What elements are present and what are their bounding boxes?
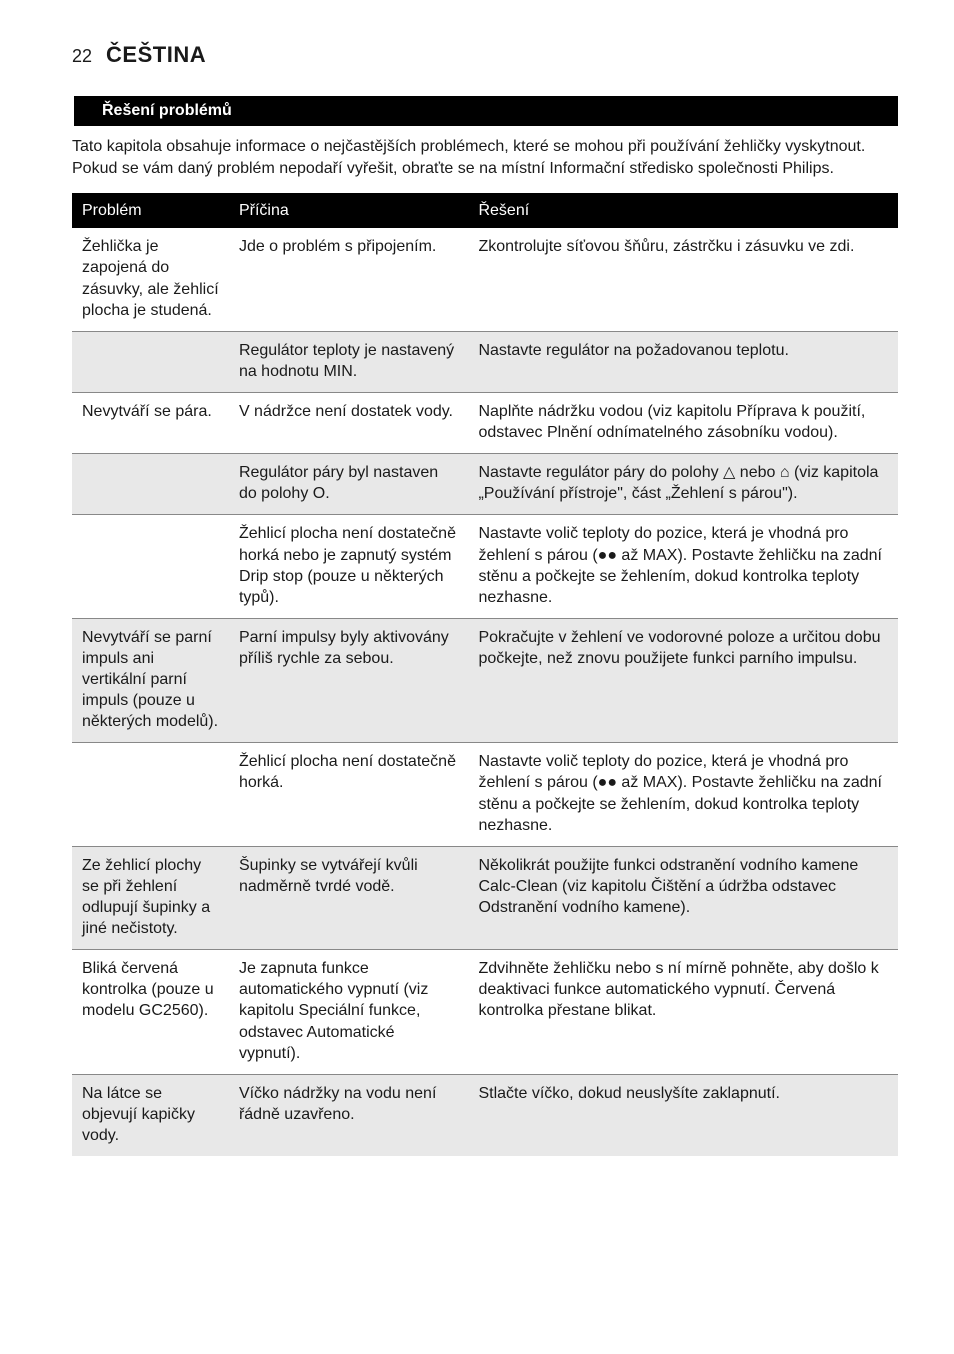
col-header-solution: Řešení (468, 193, 898, 228)
cell-cause: Regulátor teploty je nastavený na hodnot… (229, 331, 469, 392)
cell-cause: Víčko nádržky na vodu není řádně uzavřen… (229, 1074, 469, 1156)
table-row: Žehlicí plocha není dostatečně horká neb… (72, 515, 898, 618)
cell-solution: Stlačte víčko, dokud neuslyšíte zaklapnu… (468, 1074, 898, 1156)
cell-solution: Naplňte nádržku vodou (viz kapitolu Příp… (468, 392, 898, 453)
table-row: Nevytváří se parní impuls ani vertikální… (72, 618, 898, 743)
table-row: Regulátor teploty je nastavený na hodnot… (72, 331, 898, 392)
table-row: Na látce se objevují kapičky vody.Víčko … (72, 1074, 898, 1156)
cell-solution: Pokračujte v žehlení ve vodorovné poloze… (468, 618, 898, 743)
cell-cause: Je zapnuta funkce automatického vypnutí … (229, 950, 469, 1075)
table-body: Žehlička je zapojená do zásuvky, ale žeh… (72, 228, 898, 1156)
cell-solution: Zkontrolujte síťovou šňůru, zástrčku i z… (468, 228, 898, 331)
table-row: Regulátor páry byl nastaven do polohy O.… (72, 454, 898, 515)
cell-cause: Regulátor páry byl nastaven do polohy O. (229, 454, 469, 515)
table-row: Ze žehlicí plochy se při žehlení odlupuj… (72, 846, 898, 949)
cell-problem: Na látce se objevují kapičky vody. (72, 1074, 229, 1156)
table-row: Bliká červená kontrolka (pouze u modelu … (72, 950, 898, 1075)
cell-cause: Jde o problém s připojením. (229, 228, 469, 331)
cell-problem (72, 743, 229, 846)
cell-cause: Šupinky se vytvářejí kvůli nadměrně tvrd… (229, 846, 469, 949)
cell-problem: Žehlička je zapojená do zásuvky, ale žeh… (72, 228, 229, 331)
cell-problem (72, 331, 229, 392)
cell-problem (72, 515, 229, 618)
cell-cause: Žehlicí plocha není dostatečně horká neb… (229, 515, 469, 618)
cell-cause: Parní impulsy byly aktivovány příliš ryc… (229, 618, 469, 743)
cell-solution: Nastavte volič teploty do pozice, která … (468, 743, 898, 846)
cell-problem: Nevytváří se parní impuls ani vertikální… (72, 618, 229, 743)
table-header-row: Problém Příčina Řešení (72, 193, 898, 228)
intro-paragraph: Tato kapitola obsahuje informace o nejča… (72, 136, 898, 179)
language-title: ČEŠTINA (106, 42, 206, 68)
cell-solution: Nastavte regulátor páry do polohy △ nebo… (468, 454, 898, 515)
page-header: 22 ČEŠTINA (72, 42, 898, 68)
page-number: 22 (72, 46, 92, 67)
table-row: Nevytváří se pára.V nádržce není dostate… (72, 392, 898, 453)
cell-solution: Nastavte volič teploty do pozice, která … (468, 515, 898, 618)
cell-solution: Několikrát použijte funkci odstranění vo… (468, 846, 898, 949)
table-row: Žehlička je zapojená do zásuvky, ale žeh… (72, 228, 898, 331)
cell-problem: Ze žehlicí plochy se při žehlení odlupuj… (72, 846, 229, 949)
cell-problem: Bliká červená kontrolka (pouze u modelu … (72, 950, 229, 1075)
col-header-cause: Příčina (229, 193, 469, 228)
cell-solution: Zdvihněte žehličku nebo s ní mírně pohně… (468, 950, 898, 1075)
col-header-problem: Problém (72, 193, 229, 228)
cell-problem: Nevytváří se pára. (72, 392, 229, 453)
table-row: Žehlicí plocha není dostatečně horká.Nas… (72, 743, 898, 846)
cell-cause: V nádržce není dostatek vody. (229, 392, 469, 453)
section-title: Řešení problémů (74, 96, 898, 126)
cell-solution: Nastavte regulátor na požadovanou teplot… (468, 331, 898, 392)
troubleshooting-table: Problém Příčina Řešení Žehlička je zapoj… (72, 193, 898, 1156)
cell-cause: Žehlicí plocha není dostatečně horká. (229, 743, 469, 846)
cell-problem (72, 454, 229, 515)
